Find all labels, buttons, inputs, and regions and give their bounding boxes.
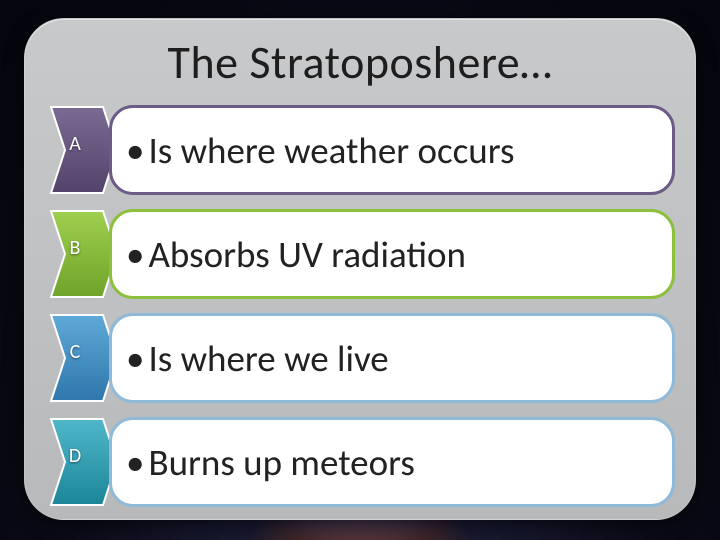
option-row-d: D • Burns up meteors xyxy=(45,417,675,507)
content-panel: The Stratoposhere… A • Is where weather … xyxy=(24,18,696,520)
chevron-c: C xyxy=(45,313,119,403)
option-row-c: C • Is where we live xyxy=(45,313,675,403)
bullet-icon: • xyxy=(126,236,144,273)
option-text: Is where weather occurs xyxy=(148,128,514,173)
option-letter: D xyxy=(45,417,105,495)
option-text: Burns up meteors xyxy=(148,440,414,485)
option-letter: C xyxy=(45,313,105,391)
option-row-b: B • Absorbs UV radiation xyxy=(45,209,675,299)
option-text: Is where we live xyxy=(148,336,388,381)
option-answer-c[interactable]: • Is where we live xyxy=(109,313,675,403)
option-text: Absorbs UV radiation xyxy=(148,232,465,277)
bullet-icon: • xyxy=(126,340,144,377)
option-letter: B xyxy=(45,209,105,287)
chevron-d: D xyxy=(45,417,119,507)
bullet-icon: • xyxy=(126,444,144,481)
option-answer-b[interactable]: • Absorbs UV radiation xyxy=(109,209,675,299)
option-answer-a[interactable]: • Is where weather occurs xyxy=(109,105,675,195)
option-answer-d[interactable]: • Burns up meteors xyxy=(109,417,675,507)
option-letter: A xyxy=(45,105,105,183)
option-row-a: A • Is where weather occurs xyxy=(45,105,675,195)
bullet-icon: • xyxy=(126,132,144,169)
options-list: A • Is where weather occurs B • xyxy=(43,105,677,507)
chevron-b: B xyxy=(45,209,119,299)
chevron-a: A xyxy=(45,105,119,195)
page-title: The Stratoposhere… xyxy=(43,35,677,91)
